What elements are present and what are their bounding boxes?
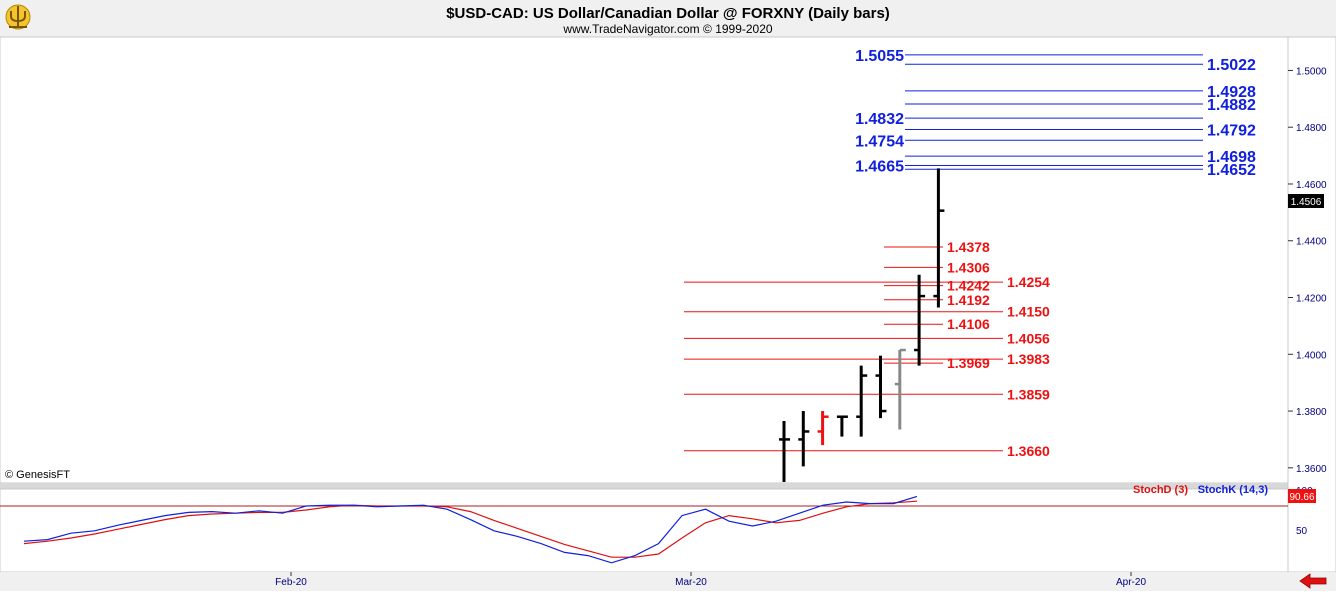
price-tick-label: 1.4800 (1296, 123, 1327, 134)
red-level-label: 1.4150 (1007, 304, 1050, 320)
blue-level-label: 1.4698 (1207, 149, 1256, 166)
ohlc-bar (817, 411, 829, 446)
blue-level-label: 1.4792 (1207, 122, 1256, 139)
price-tick-label: 1.4000 (1296, 350, 1327, 361)
copyright-label: © GenesisFT (5, 469, 70, 481)
stoch-tick-label: 50 (1296, 526, 1308, 537)
ohlc-bar (779, 420, 790, 482)
price-tick-label: 1.5000 (1296, 66, 1327, 77)
price-tick-label: 1.4200 (1296, 294, 1327, 305)
price-panel[interactable] (0, 36, 1289, 484)
blue-level-label: 1.4882 (1207, 97, 1256, 114)
stoch-d-line (23, 500, 918, 558)
red-level-label: 1.4306 (947, 259, 990, 275)
price-tick-label: 1.3600 (1296, 464, 1327, 475)
blue-level-label: 1.4832 (855, 111, 904, 128)
ohlc-bar (914, 274, 926, 366)
stoch-value-label: 90.66 (1289, 492, 1314, 503)
stoch-k-legend: StochK (14,3) (1198, 484, 1269, 496)
scroll-left-arrow-icon[interactable] (1299, 573, 1327, 589)
blue-level-label: 1.4652 (1207, 162, 1256, 179)
trident-logo-icon[interactable] (5, 4, 31, 30)
price-axis-ticks: 1.3600 1.3800 1.4000 1.4200 1.4400 1.4600 1.48… (1288, 66, 1327, 475)
last-price-tag (1288, 194, 1324, 208)
time-tick-label: Apr-20 (1116, 577, 1146, 588)
ohlc-bar (798, 411, 810, 467)
ohlc-bar (836, 415, 848, 437)
red-level-label: 1.3660 (1007, 443, 1050, 459)
ohlc-bar (894, 348, 906, 430)
red-level-label: 1.3983 (1007, 351, 1050, 367)
time-tick-label: Mar-20 (675, 577, 707, 588)
time-axis-ticks: Feb-20 Mar-20 Apr-20 (275, 572, 1146, 588)
red-level-label: 1.4242 (947, 278, 990, 294)
blue-level-label: 1.4665 (855, 159, 904, 176)
blue-level-label: 1.4754 (855, 133, 904, 150)
price-tick-label: 1.4600 (1296, 180, 1327, 191)
price-bars (779, 168, 945, 482)
stoch-value-tag (1288, 489, 1316, 503)
header-bar (0, 0, 1336, 37)
red-level-label: 1.4106 (947, 316, 990, 332)
red-level-label: 1.3859 (1007, 386, 1050, 402)
price-tick-label: 1.4400 (1296, 237, 1327, 248)
chart-subtitle: www.TradeNavigator.com © 1999-2020 (562, 22, 772, 36)
ohlc-bar (875, 355, 887, 419)
red-level-label: 1.4254 (1007, 274, 1050, 290)
ohlc-bar (856, 365, 868, 437)
red-level-label: 1.4056 (1007, 330, 1050, 346)
time-tick-label: Feb-20 (275, 577, 307, 588)
stochastic-panel[interactable] (0, 488, 1289, 573)
time-axis (0, 572, 1336, 591)
price-tick-label: 1.3800 (1296, 407, 1327, 418)
stoch-k-line (23, 495, 918, 564)
chart-title: $USD-CAD: US Dollar/Canadian Dollar @ FO… (446, 5, 890, 22)
blue-level-label: 1.5022 (1207, 57, 1256, 74)
stoch-d-legend: StochD (3) (1133, 484, 1188, 496)
red-level-label: 1.4192 (947, 292, 990, 308)
blue-level-label: 1.4928 (1207, 84, 1256, 101)
blue-level-label: 1.5055 (855, 48, 904, 65)
last-price-label: 1.4506 (1291, 197, 1322, 208)
red-level-label: 1.4378 (947, 239, 990, 255)
panel-splitter[interactable] (0, 483, 1288, 489)
red-level-label: 1.3969 (947, 355, 990, 371)
ohlc-bar (933, 168, 945, 308)
